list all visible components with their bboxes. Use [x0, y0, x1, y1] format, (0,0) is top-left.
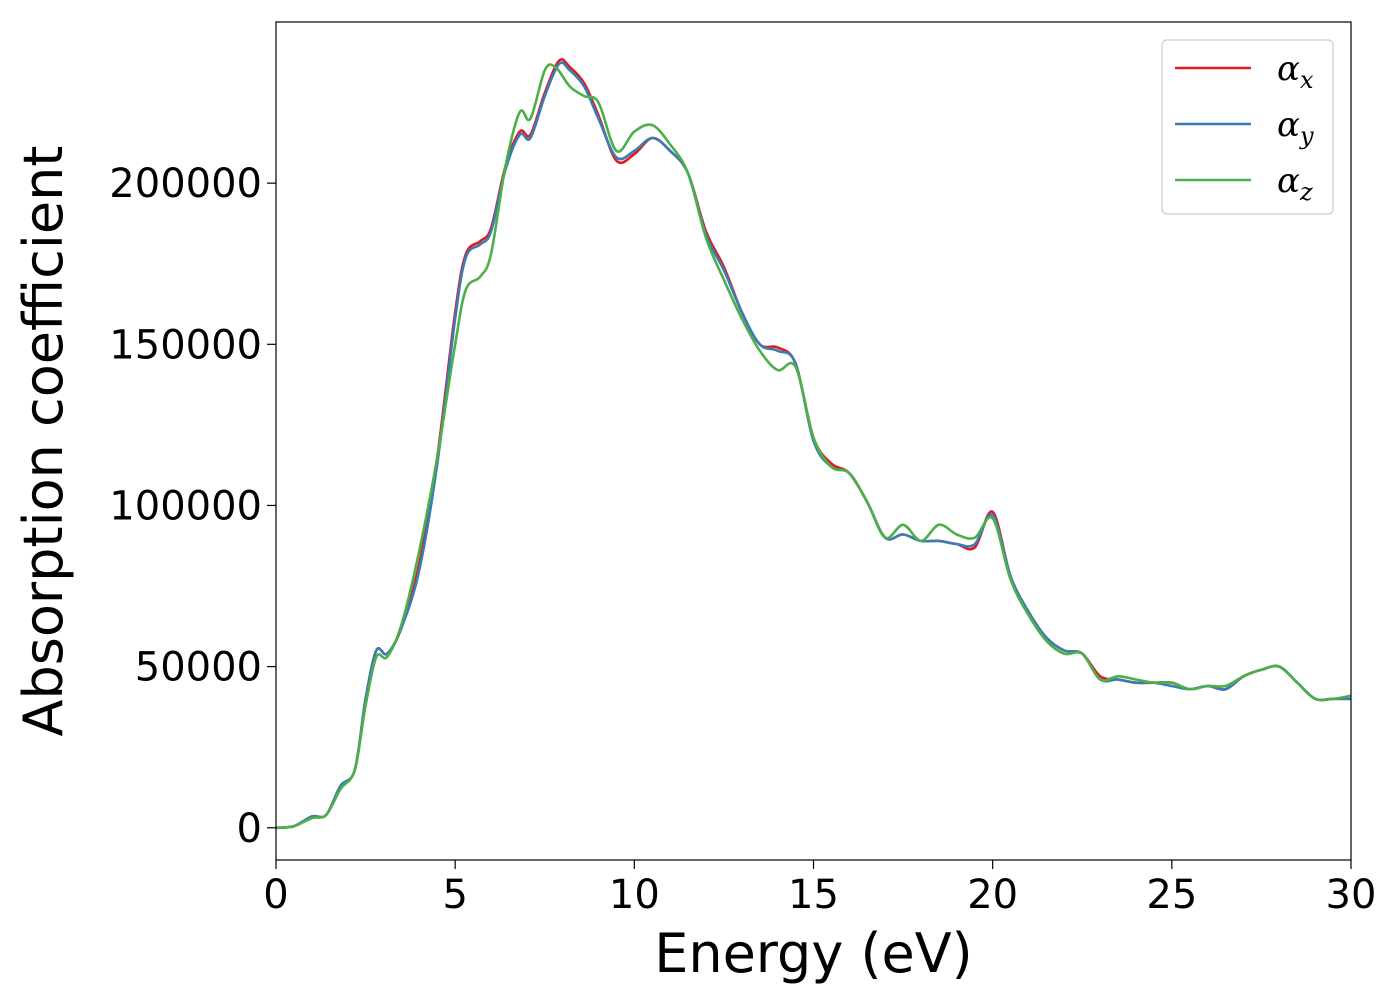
series-layer	[276, 58, 1351, 830]
x-tick-label: 5	[442, 872, 467, 918]
legend-label-x: αx	[1277, 49, 1314, 94]
x-tick-label: 15	[788, 872, 839, 918]
x-tick-label: 10	[609, 872, 660, 918]
legend-label-y: αy	[1277, 105, 1314, 150]
legend-box	[1161, 39, 1334, 215]
legend-label-base: α	[1277, 49, 1300, 89]
legend-label-subscript: x	[1300, 66, 1314, 94]
y-axis-label: Absorption coefficient	[12, 146, 75, 737]
series-line-z	[276, 63, 1351, 830]
y-tick-label: 150000	[109, 322, 262, 368]
y-tick-label: 100000	[109, 483, 262, 529]
y-axis-ticks: 0 50000 100000 150000 200000	[109, 161, 276, 852]
y-tick-label: 200000	[109, 161, 262, 207]
legend-label-base: α	[1277, 161, 1300, 201]
legend-label-subscript: y	[1299, 122, 1314, 150]
legend-label-subscript: z	[1299, 178, 1313, 206]
legend-label-z: αz	[1277, 161, 1313, 206]
y-tick-label: 0	[237, 806, 262, 852]
legend-label-base: α	[1277, 105, 1300, 145]
x-axis-ticks: 0 5 10 15 20 25 30	[263, 860, 1376, 918]
y-tick-label: 50000	[135, 645, 262, 691]
x-tick-label: 25	[1146, 872, 1197, 918]
x-axis-label: Energy (eV)	[654, 922, 973, 985]
x-tick-label: 20	[967, 872, 1018, 918]
x-tick-label: 30	[1326, 872, 1377, 918]
x-tick-label: 0	[263, 872, 288, 918]
